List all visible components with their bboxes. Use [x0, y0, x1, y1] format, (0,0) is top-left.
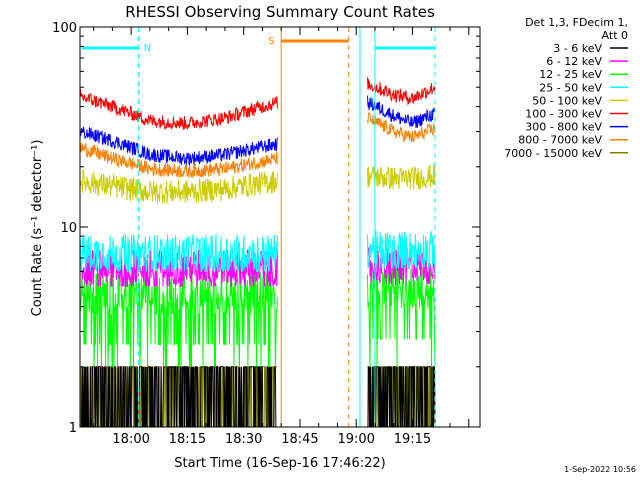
series-6-segment-1	[367, 95, 436, 129]
boundary-layer	[138, 27, 436, 427]
legend-label-8: 7000 - 15000 keV	[504, 147, 602, 160]
legend-label-6: 300 - 800 keV	[525, 121, 602, 134]
x-tick-label-3: 18:45	[281, 432, 318, 447]
y-tick-label-0: 1	[69, 421, 77, 436]
series-4-segment-1	[367, 164, 436, 191]
legend-label-5: 100 - 300 keV	[525, 108, 602, 121]
series-2-segment-1	[367, 265, 436, 367]
legend-label-3: 25 - 50 keV	[539, 81, 602, 94]
x-tick-label-1: 18:15	[169, 432, 206, 447]
flag-label-S: S	[268, 36, 274, 47]
chart-title: RHESSI Observing Summary Count Rates	[125, 3, 435, 21]
axis-layer: 18:00 18:15 18:30 18:45 19:00 19:15 1 10 100	[52, 21, 481, 447]
series-5-segment-1	[367, 77, 436, 106]
y-axis-label: Count Rate (s⁻¹ detector⁻¹)	[30, 140, 45, 317]
series-layer	[80, 77, 436, 427]
flag-layer: NS	[82, 36, 435, 54]
series-4-segment-0	[80, 168, 278, 204]
flag-label-N: N	[144, 43, 151, 54]
x-tick-label-5: 19:15	[394, 432, 431, 447]
y-tick-label-1: 10	[60, 221, 77, 236]
legend-label-4: 50 - 100 keV	[532, 94, 602, 107]
series-3-segment-0	[80, 233, 278, 272]
series-1-segment-1	[367, 246, 436, 285]
series-1-segment-0	[80, 248, 278, 287]
x-tick-label-4: 19:00	[337, 432, 374, 447]
series-6	[80, 95, 436, 166]
series-4	[80, 164, 436, 204]
legend-label-2: 12 - 25 keV	[539, 68, 602, 81]
legend-label-7: 800 - 7000 keV	[518, 134, 602, 147]
x-tick-label-0: 18:00	[112, 432, 149, 447]
series-7-segment-1	[367, 111, 436, 143]
series-3-segment-1	[367, 230, 436, 269]
legend-label-0: 3 - 6 keV	[553, 42, 602, 55]
series-7-segment-0	[80, 142, 278, 179]
series-5-segment-0	[80, 88, 278, 130]
series-3	[80, 230, 436, 272]
legend-header-line-2: Att 0	[602, 29, 628, 42]
x-tick-label-2: 18:30	[225, 432, 262, 447]
series-1	[80, 246, 436, 287]
series-6-segment-0	[80, 126, 278, 166]
date-stamp: 1-Sep-2022 10:56	[564, 465, 636, 474]
y-tick-label-2: 100	[52, 21, 77, 36]
x-axis-label: Start Time (16-Sep-16 17:46:22)	[174, 456, 385, 471]
legend-header-line-1: Det 1,3, FDecim 1,	[525, 16, 628, 29]
series-7	[80, 111, 436, 179]
legend-label-1: 6 - 12 keV	[546, 55, 602, 68]
series-0-segment-1	[367, 366, 436, 427]
series-5	[80, 77, 436, 130]
